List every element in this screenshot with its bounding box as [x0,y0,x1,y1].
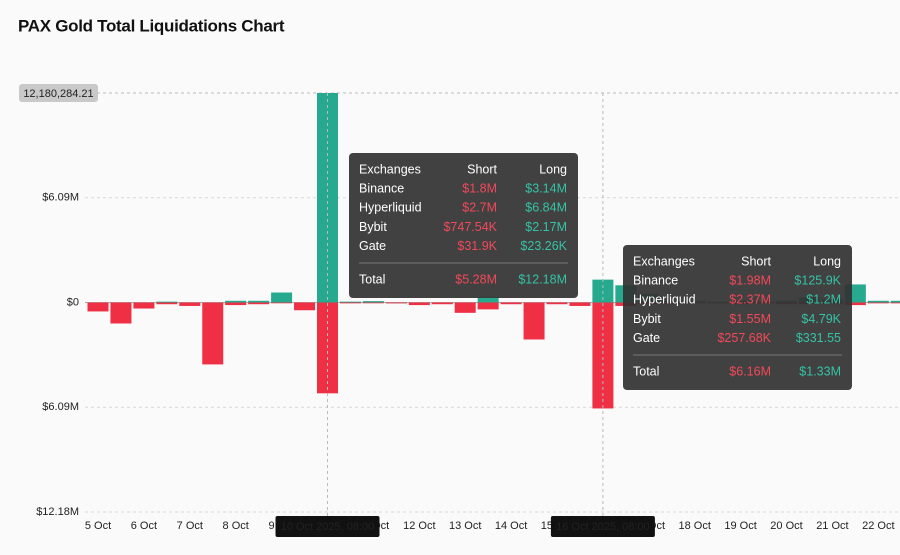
crosshair-x-box [550,516,655,537]
tooltip-total: $1.33M [799,364,841,378]
y-tick-label: $6.09M [42,192,79,204]
bar [248,302,270,305]
bar [844,302,866,306]
tooltip-row: $1.98M [729,273,771,287]
bar [431,302,453,305]
bar [339,302,361,304]
bar [890,300,900,303]
tooltip-header: Short [741,254,771,268]
x-tick-label: 14 Oct [495,520,527,532]
tooltip-total: Total [359,272,385,286]
bar [477,297,499,303]
bar [408,302,430,306]
bar [271,292,293,303]
tooltip-total: Total [633,364,659,378]
bar [156,301,178,303]
tooltip: Exchanges Short Long Binance $1.98M $125.9K Hy… [623,245,852,390]
tooltip: Exchanges Short Long Binance $1.8M $3.14M Hype… [349,153,578,298]
bar [500,302,522,305]
chart-title: PAX Gold Total Liquidations Chart [18,16,285,35]
bar [523,302,545,340]
bar [339,301,361,303]
tooltip-header: Long [813,254,841,268]
bar [294,302,316,311]
tooltip-row: $2.17M [525,220,567,234]
bar [362,302,384,304]
bar [890,302,900,304]
x-tick-label: 6 Oct [131,520,157,532]
crosshair-value-label: 12,180,284.21 [23,88,93,100]
x-tick-label: 8 Oct [223,520,249,532]
tooltip-row: Hyperliquid [359,201,422,215]
y-tick-label: $12.18M [36,506,79,518]
crosshair-x-label: 16 Oct 2025, 08:00 [556,521,650,533]
bar [477,302,499,310]
bar [202,302,224,365]
bar [225,300,247,303]
bar [546,302,568,305]
tooltip-header: Short [467,162,497,176]
bar [454,302,476,313]
x-tick-label: 18 Oct [678,520,710,532]
tooltip-row: $1.2M [806,293,841,307]
x-tick-label: 20 Oct [770,520,802,532]
tooltip-row: Bybit [359,220,387,234]
x-tick-label: 13 Oct [449,520,481,532]
tooltip-row: $1.8M [462,181,497,195]
tooltip-total: $6.16M [729,364,771,378]
tooltip-total: $12.18M [518,272,567,286]
tooltip-row: $257.68K [717,331,771,345]
bar [133,302,155,309]
bar [271,302,293,304]
crosshair-x-box [275,516,380,537]
bar [362,301,384,303]
x-tick-label: 7 Oct [177,520,203,532]
tooltip-row: $4.79K [801,312,841,326]
tooltip-row: $2.7M [462,201,497,215]
x-tick-label: 21 Oct [816,520,848,532]
tooltip-header: Exchanges [633,254,695,268]
tooltip-total: $5.28M [455,272,497,286]
tooltip-row: $31.9K [457,239,497,253]
x-tick-label: 12 Oct [403,520,435,532]
bar [179,302,201,306]
tooltip-row: Hyperliquid [633,293,696,307]
x-tick-label: 5 Oct [85,520,111,532]
tooltip-row: Binance [359,181,404,195]
y-tick-label: $6.09M [42,401,79,413]
bar [156,302,178,305]
tooltip-header: Exchanges [359,162,421,176]
tooltip-row: $331.55 [796,331,841,345]
x-tick-label: 19 Oct [724,520,756,532]
bar [569,302,591,306]
crosshair-value-box [19,84,98,102]
bar [87,302,109,312]
bar [867,300,889,303]
bar [592,302,614,409]
tooltip-row: $747.54K [443,220,497,234]
x-tick-label: 22 Oct [862,520,894,532]
tooltip-row: Gate [359,239,386,253]
tooltip-box [349,153,578,298]
y-tick-label: $0 [67,296,79,308]
tooltip-row: Gate [633,331,660,345]
tooltip-row: $2.37M [729,293,771,307]
bar [225,302,247,306]
bar [867,302,889,304]
tooltip-row: $3.14M [525,181,567,195]
crosshair-x-label: 10 Oct 2025, 08:00 [281,521,375,533]
tooltip-row: Bybit [633,312,661,326]
bar [110,302,132,324]
tooltip-box [623,245,852,390]
tooltip-header: Long [539,162,567,176]
tooltip-row: $1.55M [729,312,771,326]
tooltip-row: $6.84M [525,201,567,215]
tooltip-row: $23.26K [520,239,567,253]
tooltip-row: $125.9K [794,273,841,287]
bar [248,300,270,303]
tooltip-row: Binance [633,273,678,287]
bar [385,302,407,304]
